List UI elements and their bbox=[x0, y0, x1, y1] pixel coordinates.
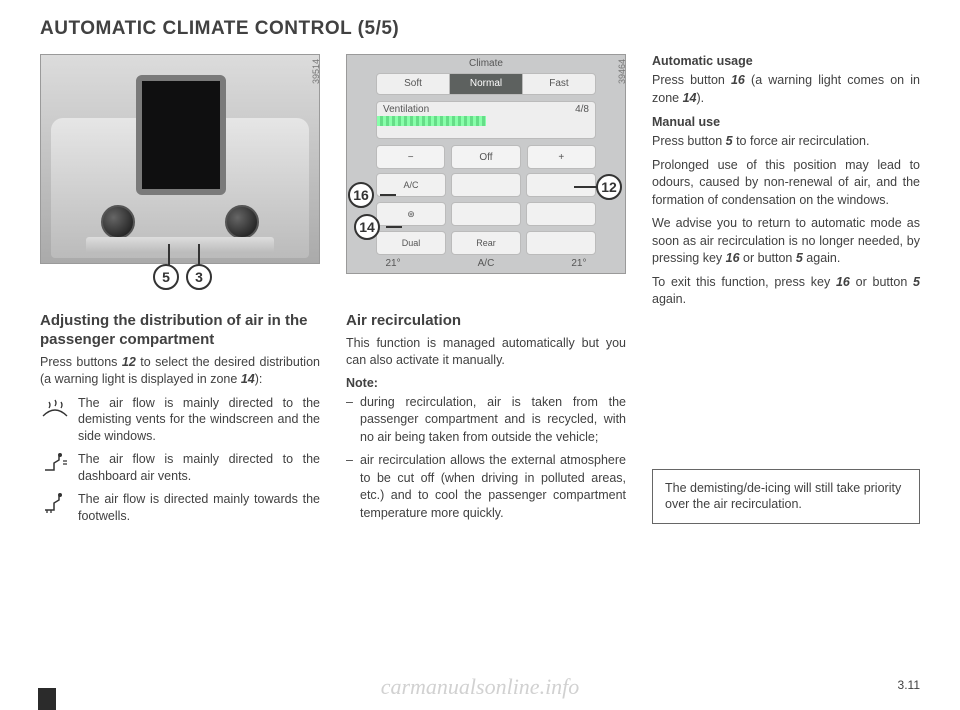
note-list: during recirculation, air is taken from … bbox=[346, 394, 626, 523]
figure-climate-screen: 39464 Climate Soft Normal Fast Ventilati… bbox=[346, 54, 626, 274]
climate-screen: 39464 Climate Soft Normal Fast Ventilati… bbox=[346, 54, 626, 274]
note-item-1: during recirculation, air is taken from … bbox=[360, 394, 626, 447]
fan-row: − Off + bbox=[376, 145, 596, 169]
callout-5: 5 bbox=[153, 264, 179, 290]
column-middle: 39464 Climate Soft Normal Fast Ventilati… bbox=[346, 54, 626, 531]
fan-plus: + bbox=[527, 145, 596, 169]
priority-note-box: The demisting/de-icing will still take p… bbox=[652, 469, 920, 525]
temp-right: 21° bbox=[571, 258, 586, 269]
callout-16: 16 bbox=[348, 182, 374, 208]
callout-12: 12 bbox=[596, 174, 622, 200]
dist-option-dash: The air flow is mainly directed to the d… bbox=[40, 451, 320, 485]
para-manual-1: Press button 5 to force air recirculatio… bbox=[652, 133, 920, 151]
climate-buttons: A/C ⊛ Dual Rear bbox=[376, 173, 596, 255]
callout-3: 3 bbox=[186, 264, 212, 290]
column-left: 39514 5 3 Adjusting the distribution of … bbox=[40, 54, 320, 531]
heading-adjust-distribution: Adjusting the distribution of air in the… bbox=[40, 312, 320, 350]
ventilation-gauge: Ventilation 4/8 bbox=[376, 101, 596, 139]
dashboard-photo: 39514 bbox=[40, 54, 320, 264]
para-recirc-intro: This function is managed automatically b… bbox=[346, 335, 626, 370]
para-auto-usage: Press button 16 (a warning light comes o… bbox=[652, 72, 920, 107]
callout-14: 14 bbox=[354, 214, 380, 240]
dist-option-dash-text: The air flow is mainly directed to the d… bbox=[78, 451, 320, 485]
dash-vent-icon bbox=[40, 451, 70, 475]
para-manual-4: To exit this function, press key 16 or b… bbox=[652, 274, 920, 309]
heading-air-recirc: Air recirculation bbox=[346, 312, 626, 331]
page-number: 3.11 bbox=[898, 678, 920, 692]
manual-page: AUTOMATIC CLIMATE CONTROL (5/5) 39514 5 … bbox=[0, 0, 960, 710]
section-tab bbox=[38, 688, 56, 710]
note-label: Note: bbox=[346, 376, 626, 390]
para-manual-3: We advise you to return to automatic mod… bbox=[652, 215, 920, 268]
figure-dashboard-photo: 39514 5 3 bbox=[40, 54, 320, 264]
page-title: AUTOMATIC CLIMATE CONTROL (5/5) bbox=[40, 18, 920, 40]
btn-recirc: ⊛ bbox=[376, 202, 446, 226]
mode-tabs: Soft Normal Fast bbox=[376, 73, 596, 95]
para-manual-2: Prolonged use of this position may lead … bbox=[652, 157, 920, 210]
watermark: carmanualsonline.info bbox=[0, 674, 960, 700]
dist-option-footwell-text: The air flow is directed mainly towards … bbox=[78, 491, 320, 525]
image-id: 39514 bbox=[311, 59, 320, 84]
tab-normal: Normal bbox=[450, 74, 523, 94]
tab-fast: Fast bbox=[523, 74, 595, 94]
footer-ac: A/C bbox=[478, 258, 495, 269]
btn-dual: Dual bbox=[376, 231, 446, 255]
heading-manual-use: Manual use bbox=[652, 115, 920, 129]
screen-title: Climate bbox=[347, 58, 625, 69]
para-adjust-distribution: Press buttons 12 to select the desired d… bbox=[40, 354, 320, 389]
note-item-2: air recirculation allows the external at… bbox=[360, 452, 626, 522]
fan-off: Off bbox=[451, 145, 520, 169]
footwell-icon bbox=[40, 491, 70, 515]
btn-rear: Rear bbox=[451, 231, 521, 255]
tab-soft: Soft bbox=[377, 74, 450, 94]
heading-auto-usage: Automatic usage bbox=[652, 54, 920, 68]
dist-option-footwell: The air flow is directed mainly towards … bbox=[40, 491, 320, 525]
column-right: Automatic usage Press button 16 (a warni… bbox=[652, 54, 920, 531]
temp-left: 21° bbox=[386, 258, 401, 269]
dist-option-demist: The air flow is mainly directed to the d… bbox=[40, 395, 320, 446]
fan-minus: − bbox=[376, 145, 445, 169]
columns: 39514 5 3 Adjusting the distribution of … bbox=[40, 54, 920, 531]
demist-icon bbox=[40, 395, 70, 419]
dist-option-demist-text: The air flow is mainly directed to the d… bbox=[78, 395, 320, 446]
